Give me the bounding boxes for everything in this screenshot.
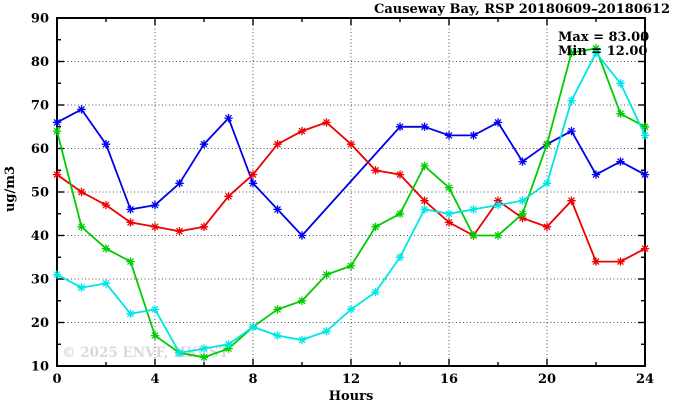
y-tick-label: 50 <box>31 186 49 201</box>
x-tick-label: 24 <box>636 372 654 387</box>
y-tick-label: 20 <box>31 316 49 331</box>
x-axis-label: Hours <box>329 389 374 404</box>
x-tick-label: 8 <box>248 372 257 387</box>
x-tick-label: 0 <box>52 372 61 387</box>
x-tick-label: 4 <box>150 372 159 387</box>
y-tick-label: 30 <box>31 273 49 288</box>
x-tick-label: 20 <box>538 372 556 387</box>
y-tick-label: 80 <box>31 55 49 70</box>
y-tick-label: 10 <box>31 360 49 375</box>
series-blue-line <box>56 108 646 237</box>
plot-border <box>56 17 646 367</box>
x-tick-label: 12 <box>342 372 360 387</box>
series-red-markers <box>52 118 650 266</box>
y-tick-label: 40 <box>31 229 49 244</box>
y-tick-label: 60 <box>31 142 49 157</box>
watermark: © 2025 ENVF, HKUST <box>62 345 229 361</box>
y-tick-label: 70 <box>31 99 49 114</box>
max-annotation: Max = 83.00 <box>558 30 649 45</box>
y-tick-label: 90 <box>31 12 49 27</box>
graph-layer: 0 4 8 12 16 20 24 10 20 30 40 50 60 70 80 90 <box>31 12 654 388</box>
x-tick-label: 16 <box>440 372 458 387</box>
series-cyan-markers <box>52 48 650 358</box>
chart-title: Causeway Bay, RSP 20180609–20180612 <box>374 2 670 17</box>
y-axis-label: ug/m3 <box>3 166 18 212</box>
min-annotation: Min = 12.00 <box>558 44 647 59</box>
